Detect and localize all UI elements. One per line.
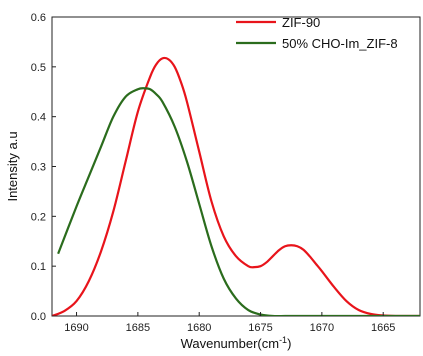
- x-tick-label: 1670: [310, 322, 334, 334]
- y-tick-label: 0.6: [31, 12, 46, 24]
- x-axis-title: Wavenumber(cm-1): [181, 335, 292, 351]
- x-tick-label: 1675: [248, 322, 272, 334]
- series-line-2: [57, 87, 420, 316]
- y-axis-title: Intensity a.u: [5, 131, 20, 201]
- y-tick-label: 0.4: [31, 112, 46, 124]
- y-axis-ticks: 0.0 0.1 0.2 0.3 0.4 0.5 0.6: [31, 12, 56, 323]
- x-tick-label: 1685: [126, 322, 150, 334]
- x-tick-label: 1665: [371, 322, 395, 334]
- x-tick-label: 1680: [187, 322, 211, 334]
- x-axis-title-main: Wavenumber(cm: [181, 336, 279, 351]
- y-tick-label: 0.0: [31, 311, 46, 323]
- y-tick-label: 0.3: [31, 162, 46, 174]
- y-tick-label: 0.5: [31, 62, 46, 74]
- plot-frame: [51, 16, 421, 317]
- x-axis-title-sup: -1: [279, 335, 287, 345]
- x-axis-title-close: ): [287, 336, 291, 351]
- x-tick-label: 1690: [64, 322, 88, 334]
- y-tick-label: 0.2: [31, 211, 46, 223]
- series-layer: [52, 56, 420, 316]
- legend-label-1: ZIF-90: [282, 15, 320, 30]
- series-line-1: [52, 56, 420, 316]
- legend-label-2: 50% CHO-Im_ZIF-8: [282, 36, 398, 51]
- y-tick-label: 0.1: [31, 261, 46, 273]
- legend: ZIF-90 50% CHO-Im_ZIF-8: [236, 15, 398, 51]
- x-axis-ticks: 1690 1685 1680 1675 1670 1665: [64, 312, 395, 334]
